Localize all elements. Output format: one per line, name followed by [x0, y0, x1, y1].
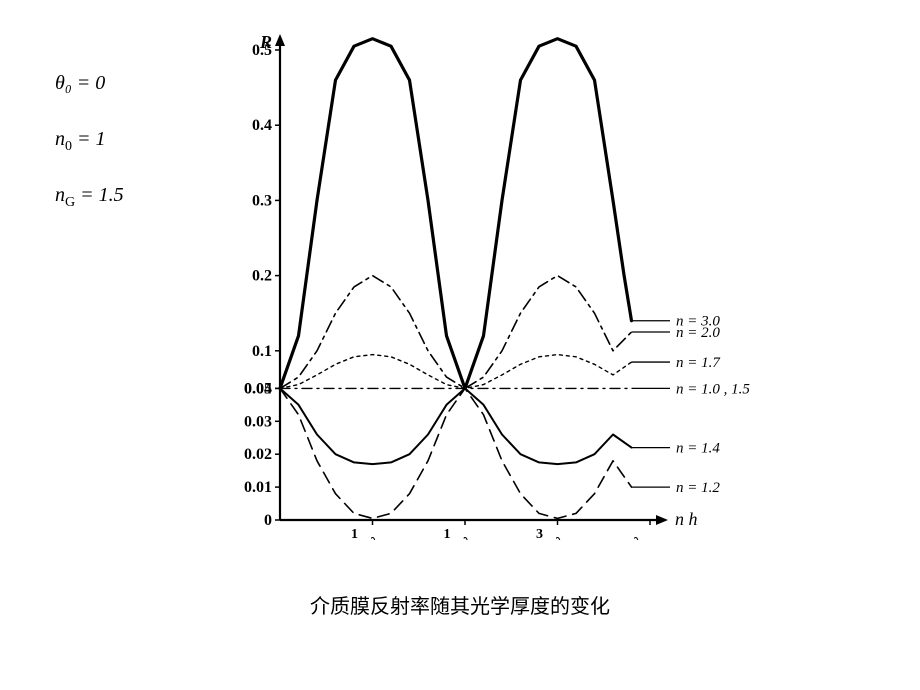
series-n=1.2	[280, 388, 632, 518]
series-label-n=1.0_1.5: n = 1.0 , 1.5	[676, 381, 750, 397]
svg-text:1: 1	[444, 527, 451, 540]
param-nG: nG = 1.5	[55, 167, 124, 223]
svg-text:0.1: 0.1	[252, 343, 272, 360]
svg-text:n h: n h	[675, 509, 698, 529]
svg-text:3: 3	[536, 527, 543, 540]
series-label-n=1.2: n = 1.2	[676, 480, 720, 496]
series-n=1.4	[280, 388, 632, 464]
svg-text:0.03: 0.03	[244, 413, 272, 430]
svg-text:0: 0	[264, 512, 272, 529]
svg-text:0.5: 0.5	[252, 42, 272, 59]
svg-text:λ₀: λ₀	[556, 535, 569, 540]
svg-text:0.02: 0.02	[244, 446, 272, 463]
reflectance-chart: Rn h0.50.40.30.20.10.050.040.030.020.010…	[210, 30, 770, 545]
param-n0: n0 = 1	[55, 111, 124, 167]
param-theta0: θ₀ = 0	[55, 55, 124, 111]
figure-caption: 介质膜反射率随其光学厚度的变化	[0, 590, 920, 619]
series-label-n=1.7: n = 1.7	[676, 355, 721, 371]
svg-text:0.3: 0.3	[252, 192, 272, 209]
svg-text:0.2: 0.2	[252, 268, 272, 285]
svg-text:λ₀: λ₀	[463, 535, 476, 540]
svg-text:0.04: 0.04	[244, 380, 272, 397]
series-n=3.0	[280, 39, 632, 389]
svg-text:λ₀: λ₀	[634, 535, 647, 540]
series-label-n=2.0: n = 2.0	[676, 325, 720, 341]
svg-text:1: 1	[351, 527, 358, 540]
svg-text:0.4: 0.4	[252, 117, 272, 134]
parameter-block: θ₀ = 0 n0 = 1 nG = 1.5	[55, 55, 124, 223]
svg-text:λ₀: λ₀	[371, 535, 384, 540]
series-n=2.0	[280, 276, 632, 389]
series-label-n=1.4: n = 1.4	[676, 441, 720, 457]
svg-text:0.01: 0.01	[244, 479, 272, 496]
